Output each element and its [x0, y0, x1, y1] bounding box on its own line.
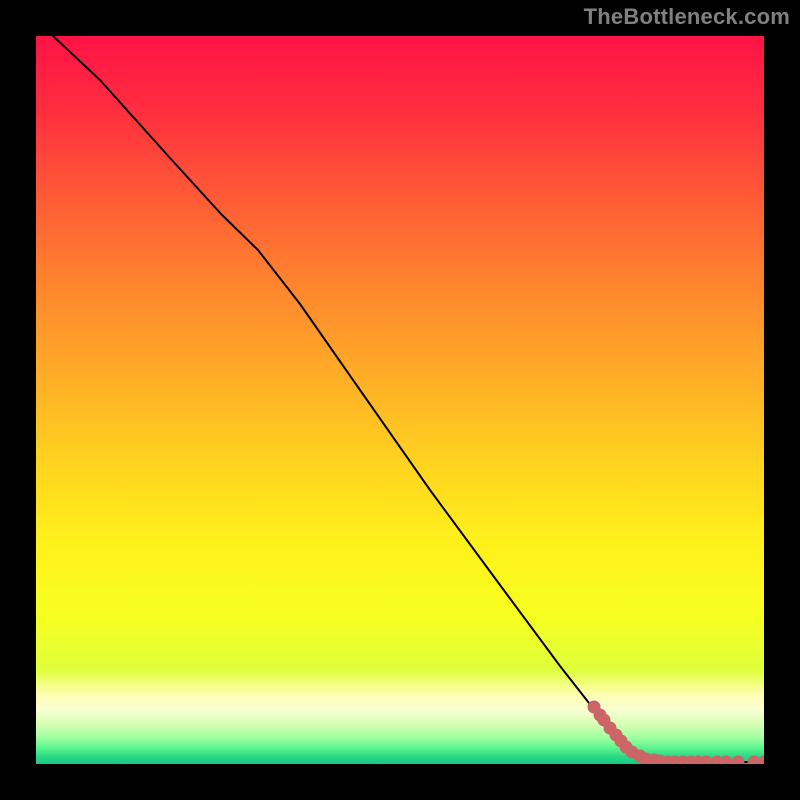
- bottleneck-chart: [0, 0, 800, 800]
- chart-background: [36, 36, 764, 764]
- watermark-text: TheBottleneck.com: [584, 4, 790, 30]
- chart-container: { "watermark": { "text": "TheBottleneck.…: [0, 0, 800, 800]
